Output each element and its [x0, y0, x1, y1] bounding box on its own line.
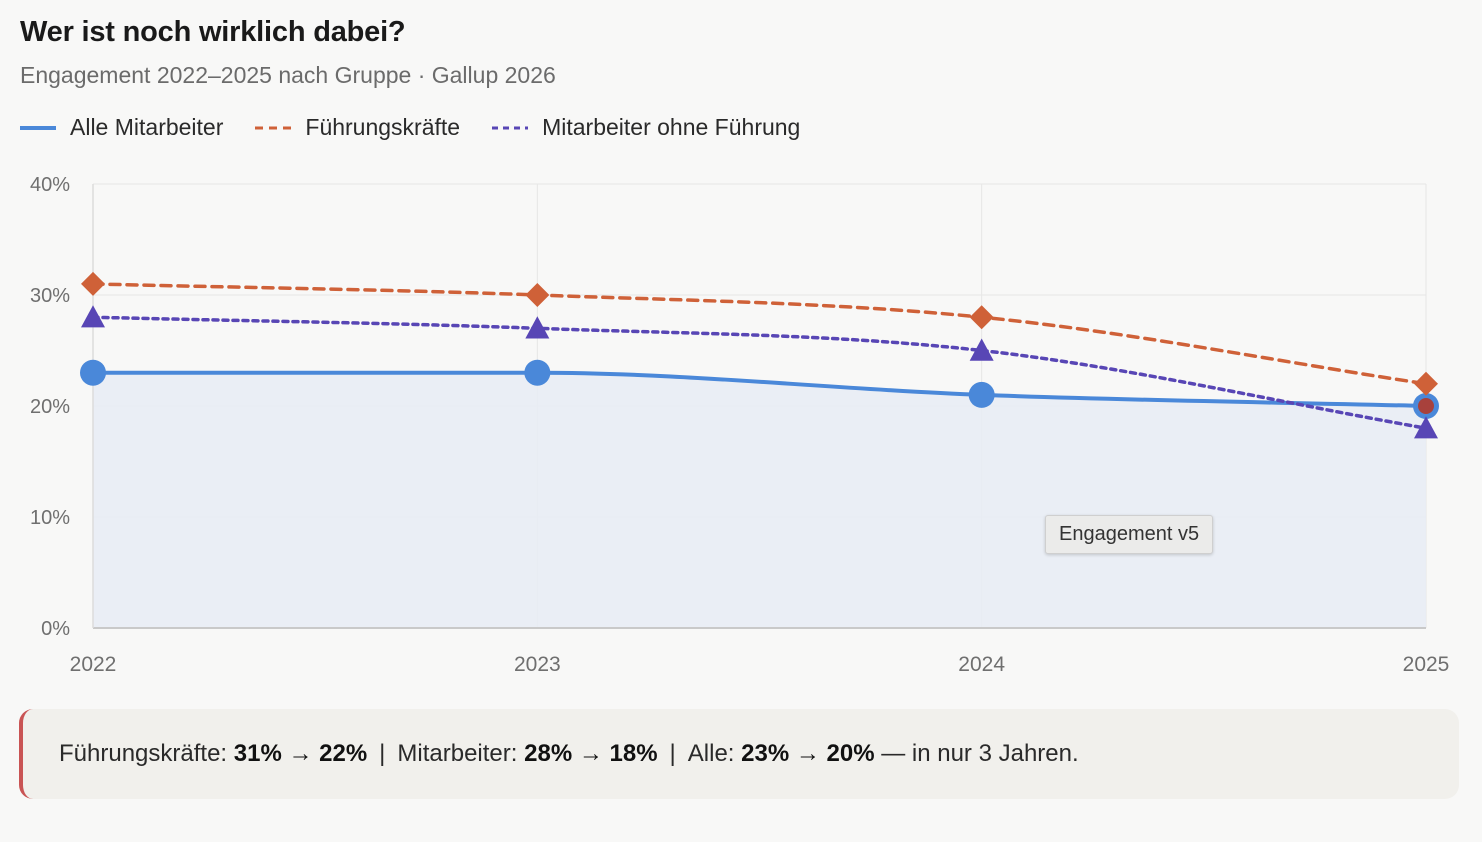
- legend-swatch-all: [20, 125, 56, 130]
- y-tick-label: 40%: [30, 174, 70, 196]
- x-tick-label: 2025: [1403, 653, 1450, 676]
- data-point-employees: [969, 338, 994, 361]
- callout-all-value: 23% → 20%: [741, 740, 875, 767]
- y-tick-label: 20%: [30, 396, 70, 418]
- series-line-all: [91, 370, 1428, 408]
- data-point-all: [968, 381, 995, 408]
- callout-separator: |: [669, 740, 676, 767]
- legend-swatch-leaders: [255, 126, 292, 129]
- x-tick-label: 2023: [514, 653, 561, 676]
- legend-label-leaders: Führungskräfte: [305, 114, 461, 140]
- callout-leaders-label: Führungskräfte:: [59, 740, 228, 767]
- series-line-leaders: [91, 282, 1428, 386]
- chart-title: Wer ist noch wirklich dabei?: [20, 16, 406, 48]
- series-line-employees: [91, 315, 1428, 430]
- chart-subtitle: Engagement 2022–2025 nach Gruppe · Gallu…: [20, 62, 556, 88]
- data-point-all: [524, 359, 551, 386]
- callout-suffix: — in nur 3 Jahren.: [881, 740, 1079, 767]
- data-point-leaders: [525, 283, 550, 307]
- callout-leaders-value: 31% → 22%: [233, 740, 368, 767]
- data-point-employees: [1414, 416, 1438, 439]
- data-point-employees: [525, 316, 550, 339]
- callout-employees-label: Mitarbeiter:: [397, 740, 518, 767]
- data-point-all: [80, 359, 106, 386]
- data-point-employees: [81, 305, 105, 328]
- legend-label-employees: Mitarbeiter ohne Führung: [542, 114, 801, 140]
- legend-item-leaders[interactable]: Führungskräfte: [255, 114, 460, 141]
- legend-item-employees[interactable]: Mitarbeiter ohne Führung: [492, 114, 800, 141]
- data-point-leaders: [81, 271, 105, 296]
- x-tick-label: 2024: [958, 653, 1005, 676]
- y-tick-label: 0%: [41, 618, 70, 640]
- summary-callout: Führungskräfte: 31% → 22% | Mitarbeiter:…: [19, 709, 1459, 799]
- legend-item-all[interactable]: Alle Mitarbeiter: [20, 114, 223, 141]
- x-tick-label: 2022: [70, 653, 117, 676]
- callout-all-label: Alle:: [687, 740, 735, 767]
- data-point-leaders: [969, 305, 994, 330]
- series-area-all: [93, 372, 1426, 628]
- data-point-highlight: [1418, 398, 1434, 414]
- legend-swatch-employees: [492, 126, 529, 129]
- chart-legend: Alle Mitarbeiter Führungskräfte Mitarbei…: [20, 114, 800, 141]
- callout-separator: |: [379, 740, 386, 767]
- callout-employees-value: 28% → 18%: [524, 740, 658, 767]
- y-tick-label: 10%: [30, 507, 70, 529]
- chart-tooltip: Engagement v5: [1045, 515, 1214, 554]
- data-point-leaders: [1414, 371, 1438, 396]
- y-tick-label: 30%: [30, 285, 70, 307]
- line-chart: 0% 10% 20% 30% 40% 2022 2023 2024 2025: [30, 174, 1450, 676]
- legend-label-all: Alle Mitarbeiter: [70, 114, 224, 140]
